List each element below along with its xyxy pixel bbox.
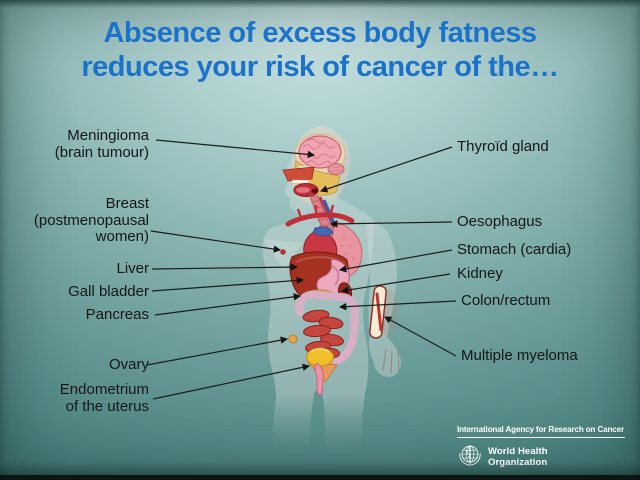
- label-kidney: Kidney: [457, 265, 503, 282]
- divider-line: [457, 437, 625, 438]
- bottom-border: [0, 475, 640, 480]
- title-line-2: reduces your risk of cancer of the…: [81, 51, 559, 83]
- ovary-icon: [288, 334, 298, 344]
- who-name-line-2: Organization: [488, 457, 548, 469]
- label-stomach: Stomach (cardia): [457, 241, 572, 258]
- who-name-line-1: World Health: [488, 446, 548, 457]
- label-ovary: Ovary: [108, 356, 149, 373]
- label-liver: Liver: [116, 260, 149, 277]
- label-thyroid: Thyroïd gland: [457, 138, 549, 155]
- label-colon-rectum: Colon/rectum: [461, 292, 551, 309]
- iarc-agency-name: International Agency for Research on Can…: [457, 424, 625, 434]
- teeth-row: [291, 179, 310, 184]
- label-meningioma: Meningioma (brain tumour): [54, 127, 149, 161]
- label-multiple-myeloma: Multiple myeloma: [461, 347, 578, 364]
- vagina-icon: [314, 362, 324, 396]
- slide-title: Absence of excess body fatness reduces y…: [0, 16, 640, 84]
- arm-bone-icon: [369, 285, 387, 339]
- who-emblem-icon: [457, 442, 483, 473]
- title-line-1: Absence of excess body fatness: [103, 17, 537, 49]
- footer-branding: International Agency for Research on Can…: [457, 424, 631, 473]
- nose-lips: [282, 166, 315, 182]
- bottom-vignette: [0, 461, 640, 475]
- label-oesophagus: Oesophagus: [457, 213, 543, 230]
- label-breast: Breast (postmenopausal women): [33, 195, 149, 245]
- label-pancreas: Pancreas: [85, 306, 149, 323]
- top-vignette: [0, 0, 640, 8]
- who-name: World Health Organization: [488, 446, 548, 469]
- mouth-icon: [293, 183, 319, 197]
- label-gall-bladder: Gall bladder: [68, 283, 149, 300]
- bladder-icon: [306, 347, 334, 367]
- label-endometrium: Endometrium of the uterus: [59, 381, 149, 415]
